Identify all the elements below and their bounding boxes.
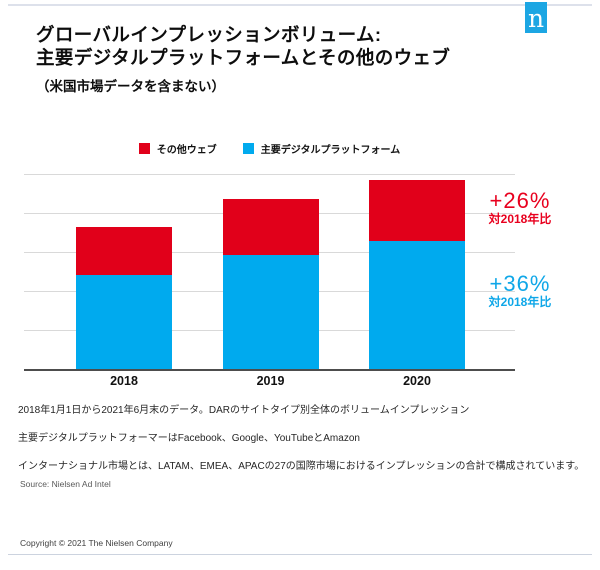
bar-2020-major-platforms [369,240,465,370]
legend-swatch-red [138,143,150,154]
bar-2018-other-web [76,227,172,276]
annotation-platform-growth: +36% 対2018年比 [459,272,581,309]
bar-2020-other-web [369,180,465,241]
legend-item-other-web: その他ウェブ [138,141,217,156]
bar-2019-other-web [222,199,319,255]
annotation-other-web-growth: +26% 対2018年比 [459,189,581,226]
bar-2019-major-platforms [222,254,319,370]
annotation-other-web-baseline: 対2018年比 [488,212,552,226]
page-title-line2: 主要デジタルプラットフォームとその他のウェブ [36,46,451,68]
nielsen-logo: n [525,2,547,33]
bar-2018-major-platforms [76,275,172,370]
copyright-line: Copyright © 2021 The Nielsen Company [20,538,173,548]
x-axis-label-2019: 2019 [256,374,285,388]
x-axis-label-2020: 2020 [403,374,431,388]
legend-label-major-platforms: 主要デジタルプラットフォーム [260,145,401,156]
source-line: Source: Nielsen Ad Intel [20,479,111,489]
stacked-bar-chart: 2018 2019 2020 [24,174,515,388]
gridline [24,174,515,175]
page-title-line1: グローバルインプレッションボリューム: [36,24,382,45]
legend-item-major-platforms: 主要デジタルプラットフォーム [242,141,401,156]
footnote-platform-definition: 主要デジタルプラットフォーマーはFacebook、Google、YouTubeと… [18,433,360,444]
top-divider [8,4,592,6]
footnote-data-period: 2018年1月1日から2021年6月末のデータ。DARのサイトタイプ別全体のボリ… [18,405,470,416]
footnote-international-markets: インターナショナル市場とは、LATAM、EMEA、APACの27の国際市場におけ… [18,461,585,472]
nielsen-logo-letter: n [527,4,545,33]
legend-label-other-web: その他ウェブ [156,145,217,156]
annotation-platform-baseline: 対2018年比 [488,295,552,309]
legend-swatch-blue [242,143,254,154]
annotation-other-web-percent: +26% [489,188,551,213]
bottom-divider [8,554,592,555]
annotation-platform-percent: +36% [489,271,551,296]
x-axis-line [24,369,515,371]
page-subtitle: （米国市場データを含まない） [36,79,225,94]
page-title: グローバルインプレッションボリューム: 主要デジタルプラットフォームとその他のウ… [36,24,450,69]
x-axis-label-2018: 2018 [110,374,138,388]
chart-legend: その他ウェブ 主要デジタルプラットフォーム [24,141,515,156]
